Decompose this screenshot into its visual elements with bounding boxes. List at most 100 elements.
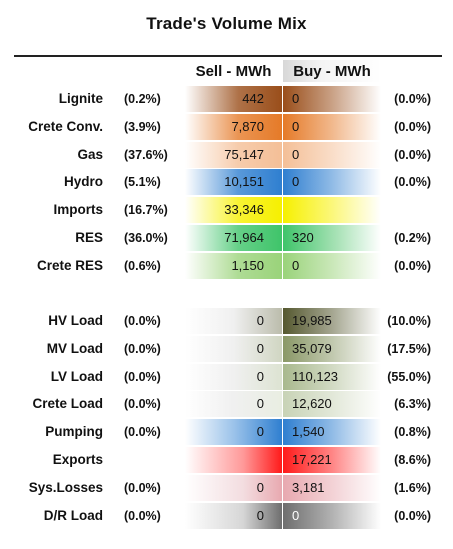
buy-percent: (0.0%) bbox=[394, 509, 431, 523]
sell-value: 33,346 bbox=[224, 202, 264, 217]
buy-value-cell: 0 bbox=[283, 503, 381, 529]
sell-value-cell: 0 bbox=[185, 503, 282, 529]
buy-value-cell: 110,123 bbox=[283, 364, 381, 390]
buy-value-cell: 3,181 bbox=[283, 475, 381, 501]
sell-value-cell: 75,147 bbox=[185, 142, 282, 168]
table-row: Sys.Losses (0.0%) 0 3,181 (1.6%) bbox=[0, 474, 453, 502]
buy-value: 12,620 bbox=[292, 396, 332, 411]
sell-value: 0 bbox=[256, 424, 264, 439]
sell-value-cell: 0 bbox=[185, 364, 282, 390]
sell-value: 1,150 bbox=[231, 258, 264, 273]
sell-value: 75,147 bbox=[224, 147, 264, 162]
buy-value: 3,181 bbox=[292, 480, 325, 495]
row-label: LV Load bbox=[50, 369, 103, 384]
sell-value: 0 bbox=[256, 508, 264, 523]
table-row: Lignite (0.2%) 442 0 (0.0%) bbox=[0, 85, 453, 113]
sell-value: 10,151 bbox=[224, 174, 264, 189]
sell-value: 0 bbox=[256, 369, 264, 384]
sell-value: 0 bbox=[256, 396, 264, 411]
sell-value-cell: 0 bbox=[185, 475, 282, 501]
buy-value: 320 bbox=[292, 230, 314, 245]
buy-percent: (55.0%) bbox=[387, 370, 431, 384]
sell-value-cell: 0 bbox=[185, 336, 282, 362]
table-row: Gas (37.6%) 75,147 0 (0.0%) bbox=[0, 141, 453, 169]
sell-value: 442 bbox=[242, 91, 264, 106]
buy-value-cell: 1,540 bbox=[283, 419, 381, 445]
buy-percent: (0.8%) bbox=[394, 425, 431, 439]
row-label: Exports bbox=[52, 452, 103, 467]
buy-value bbox=[283, 202, 292, 217]
buy-percent: (8.6%) bbox=[394, 453, 431, 467]
buy-value: 19,985 bbox=[292, 313, 332, 328]
buy-value-cell bbox=[283, 197, 381, 223]
table-row: Pumping (0.0%) 0 1,540 (0.8%) bbox=[0, 418, 453, 446]
table-row: Crete RES (0.6%) 1,150 0 (0.0%) bbox=[0, 252, 453, 280]
table-row: D/R Load (0.0%) 0 0 (0.0%) bbox=[0, 502, 453, 530]
buy-percent: (0.0%) bbox=[394, 148, 431, 162]
row-label: D/R Load bbox=[43, 508, 103, 523]
buy-percent: (0.0%) bbox=[394, 92, 431, 106]
table-row: HV Load (0.0%) 0 19,985 (10.0%) bbox=[0, 307, 453, 335]
buy-value: 0 bbox=[292, 91, 300, 106]
sell-value bbox=[264, 452, 282, 467]
buy-value-cell: 0 bbox=[283, 86, 381, 112]
buy-value-cell: 320 bbox=[283, 225, 381, 251]
buy-percent: (6.3%) bbox=[394, 397, 431, 411]
row-label: Pumping bbox=[45, 424, 103, 439]
row-label: MV Load bbox=[46, 341, 103, 356]
sell-value-cell: 10,151 bbox=[185, 169, 282, 195]
table-row: Exports 17,221 (8.6%) bbox=[0, 446, 453, 474]
sell-value: 0 bbox=[256, 313, 264, 328]
buy-percent: (0.0%) bbox=[394, 120, 431, 134]
buy-header-band bbox=[283, 60, 381, 82]
buy-percent: (0.0%) bbox=[394, 259, 431, 273]
sell-percent: (16.7%) bbox=[124, 203, 168, 217]
buy-value: 0 bbox=[292, 508, 300, 523]
table-row: LV Load (0.0%) 0 110,123 (55.0%) bbox=[0, 363, 453, 391]
buy-percent: (0.0%) bbox=[394, 175, 431, 189]
sell-percent: (0.0%) bbox=[124, 509, 161, 523]
buy-value-cell: 17,221 bbox=[283, 447, 381, 473]
sell-value: 7,870 bbox=[231, 119, 264, 134]
buy-value-cell: 0 bbox=[283, 169, 381, 195]
sell-percent: (0.0%) bbox=[124, 481, 161, 495]
buy-percent: (1.6%) bbox=[394, 481, 431, 495]
row-label: Crete Conv. bbox=[28, 119, 103, 134]
sell-percent: (0.0%) bbox=[124, 342, 161, 356]
buy-value: 0 bbox=[292, 119, 300, 134]
row-label: Lignite bbox=[58, 91, 103, 106]
buy-value: 17,221 bbox=[292, 452, 332, 467]
sell-value-cell bbox=[185, 447, 282, 473]
row-label: Gas bbox=[77, 147, 103, 162]
buy-value: 35,079 bbox=[292, 341, 332, 356]
sell-value-cell: 1,150 bbox=[185, 253, 282, 279]
buy-value: 1,540 bbox=[292, 424, 325, 439]
sell-percent: (0.0%) bbox=[124, 397, 161, 411]
sell-value-cell: 33,346 bbox=[185, 197, 282, 223]
sell-percent: (0.0%) bbox=[124, 314, 161, 328]
row-label: RES bbox=[75, 230, 103, 245]
buy-value: 0 bbox=[292, 147, 300, 162]
sell-percent: (0.0%) bbox=[124, 370, 161, 384]
buy-value: 0 bbox=[292, 258, 300, 273]
row-label: Imports bbox=[53, 202, 103, 217]
buy-value-cell: 0 bbox=[283, 142, 381, 168]
row-label: Hydro bbox=[63, 174, 103, 189]
buy-value: 0 bbox=[292, 174, 300, 189]
sell-value: 71,964 bbox=[224, 230, 264, 245]
table-row: Hydro (5.1%) 10,151 0 (0.0%) bbox=[0, 168, 453, 196]
table-row: Imports (16.7%) 33,346 bbox=[0, 196, 453, 224]
table-title: Trade's Volume Mix bbox=[146, 14, 307, 33]
sell-value: 0 bbox=[256, 480, 264, 495]
sell-value-cell: 71,964 bbox=[185, 225, 282, 251]
sell-percent: (0.0%) bbox=[124, 425, 161, 439]
sell-percent: (37.6%) bbox=[124, 148, 168, 162]
sell-value: 0 bbox=[256, 341, 264, 356]
sell-value-cell: 0 bbox=[185, 391, 282, 417]
sell-percent: (3.9%) bbox=[124, 120, 161, 134]
sell-percent: (36.0%) bbox=[124, 231, 168, 245]
buy-value-cell: 0 bbox=[283, 114, 381, 140]
row-label: Crete Load bbox=[32, 396, 103, 411]
sell-percent: (0.6%) bbox=[124, 259, 161, 273]
buy-percent: (10.0%) bbox=[387, 314, 431, 328]
